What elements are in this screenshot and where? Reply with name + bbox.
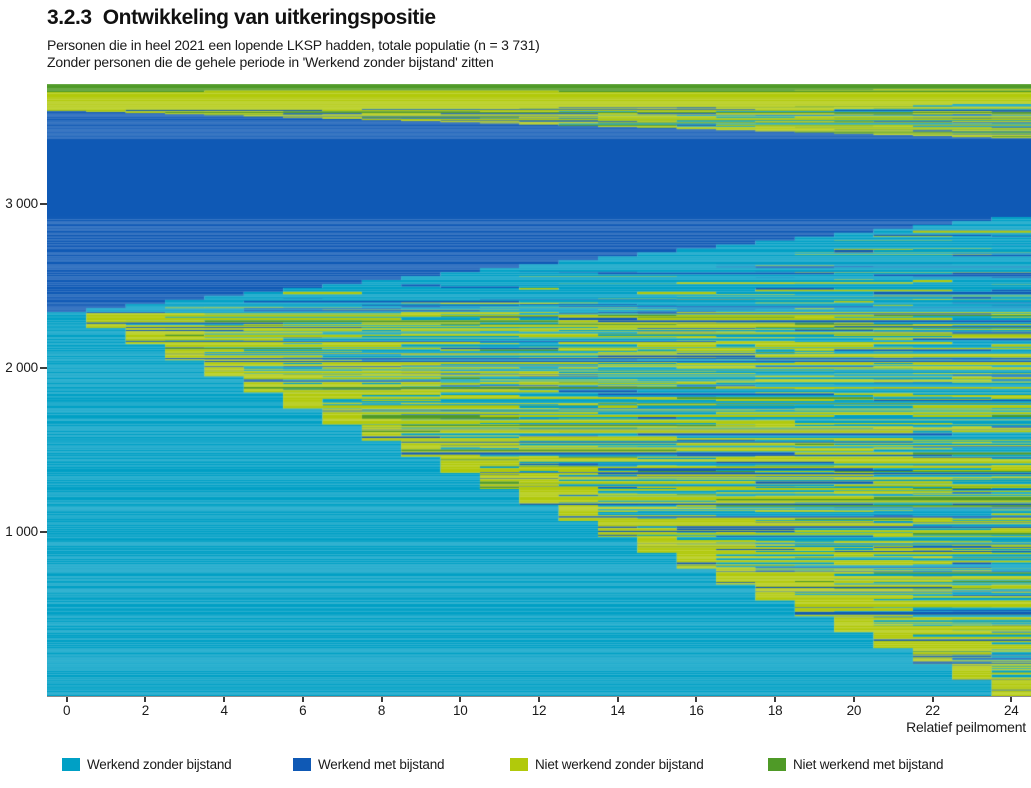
x-axis-tick bbox=[301, 697, 304, 702]
y-axis-tick bbox=[40, 366, 47, 369]
x-axis-tick-label: 22 bbox=[925, 703, 940, 718]
x-axis-line bbox=[47, 696, 1031, 697]
legend: Werkend zonder bijstand Werkend met bijs… bbox=[0, 756, 1031, 774]
x-axis-tick-label: 0 bbox=[63, 703, 71, 718]
y-axis-tick-label: 2 000 bbox=[5, 359, 38, 375]
y-axis-tick-label: 3 000 bbox=[5, 195, 38, 211]
x-axis-tick-label: 14 bbox=[610, 703, 626, 718]
x-axis-tick bbox=[538, 697, 540, 702]
figure-subtitle-2: Zonder personen die de gehele periode in… bbox=[47, 54, 494, 70]
x-axis-tick bbox=[65, 697, 68, 702]
legend-item-niet-werkend-met-bijstand: Niet werkend met bijstand bbox=[768, 756, 944, 772]
x-axis-tick-label: 8 bbox=[377, 703, 386, 718]
x-axis-tick bbox=[616, 697, 619, 702]
x-axis-tick-label: 24 bbox=[1004, 703, 1019, 718]
x-axis-tick bbox=[695, 697, 698, 702]
sequence-chart-canvas bbox=[47, 84, 1031, 696]
x-axis-tick bbox=[774, 697, 777, 702]
x-axis-tick-label: 10 bbox=[452, 703, 468, 718]
figure-number: 3.2.3 bbox=[47, 6, 92, 29]
x-axis-tick-label: 16 bbox=[689, 703, 704, 718]
x-axis-title: Relatief peilmoment bbox=[906, 719, 1026, 735]
x-axis-tick bbox=[459, 697, 462, 702]
legend-swatch-yellow-icon bbox=[510, 757, 528, 771]
x-axis-tick-label: 18 bbox=[767, 703, 783, 718]
legend-swatch-blue-icon bbox=[293, 757, 311, 771]
x-axis-tick bbox=[1010, 697, 1013, 702]
legend-swatch-cyan-icon bbox=[62, 757, 80, 771]
x-axis-tick bbox=[852, 697, 855, 702]
x-axis-tick-label: 6 bbox=[299, 703, 307, 718]
x-axis-tick-label: 12 bbox=[531, 703, 547, 718]
x-axis-tick-label: 20 bbox=[846, 703, 862, 718]
x-axis-tick-label: 2 bbox=[141, 703, 150, 718]
legend-item-niet-werkend-zonder-bijstand: Niet werkend zonder bijstand bbox=[510, 756, 704, 772]
y-axis-tick-label: 1 000 bbox=[5, 523, 38, 539]
legend-swatch-green-icon bbox=[768, 757, 786, 771]
y-axis-tick bbox=[40, 530, 47, 533]
x-axis-tick bbox=[144, 697, 147, 702]
legend-label: Niet werkend zonder bijstand bbox=[535, 756, 704, 772]
x-axis-tick bbox=[223, 697, 226, 702]
legend-label: Werkend zonder bijstand bbox=[87, 756, 232, 772]
legend-item-werkend-met-bijstand: Werkend met bijstand bbox=[293, 756, 445, 772]
figure-subtitle-1: Personen die in heel 2021 een lopende LK… bbox=[47, 37, 540, 53]
figure-title-text: Ontwikkeling van uitkeringspositie bbox=[102, 6, 436, 29]
x-axis-tick bbox=[931, 697, 934, 702]
sequence-chart bbox=[47, 84, 1031, 696]
legend-label: Niet werkend met bijstand bbox=[793, 756, 944, 772]
legend-label: Werkend met bijstand bbox=[318, 756, 445, 772]
legend-item-werkend-zonder-bijstand: Werkend zonder bijstand bbox=[62, 756, 232, 772]
figure-title: 3.2.3 Ontwikkeling van uitkeringspositie bbox=[47, 6, 1007, 30]
figure-header: 3.2.3 Ontwikkeling van uitkeringspositie … bbox=[47, 6, 1007, 71]
x-axis-tick bbox=[380, 697, 383, 702]
x-axis-tick-label: 4 bbox=[220, 703, 228, 718]
y-axis-tick bbox=[40, 202, 47, 205]
